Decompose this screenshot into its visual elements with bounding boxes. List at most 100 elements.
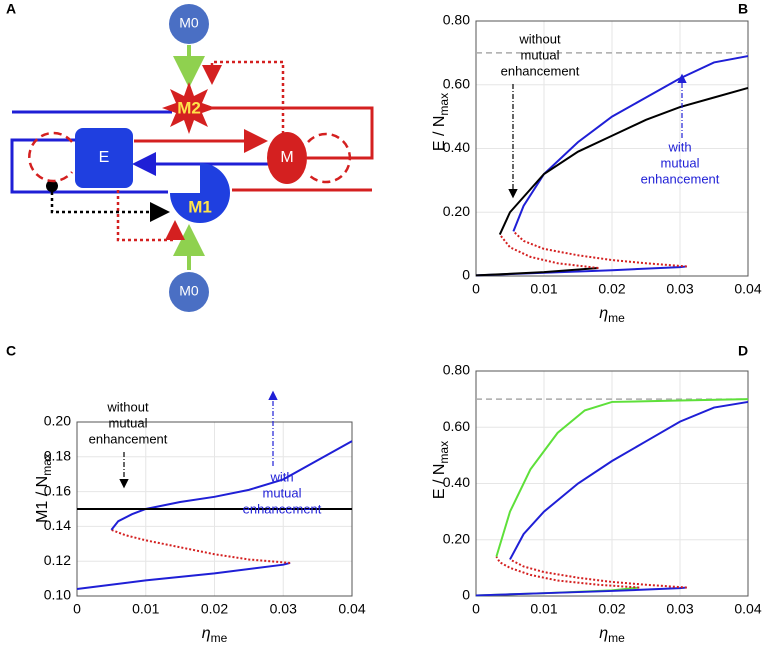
x-axis-label-sub: me [211, 631, 228, 645]
x-axis-label-sub: me [608, 631, 625, 645]
y-tick-label: 0.18 [44, 448, 71, 464]
blue-link [10, 110, 172, 194]
series-line [512, 230, 687, 268]
x-tick-label: 0 [472, 281, 480, 297]
series-line [495, 556, 640, 589]
chart: D 0 0.01 0.02 0.03 0.04 0 0.20 0.40 0.60 0.80 ηme E … [431, 343, 762, 645]
annotation: mutual [262, 485, 301, 500]
y-axis-label: E / Nmax [431, 93, 451, 151]
y-tick-label: 0.20 [443, 530, 470, 546]
x-tick-label: 0.02 [201, 601, 228, 617]
series-line [509, 558, 687, 589]
node-m0 [169, 272, 209, 312]
y-tick-label: 0.10 [44, 587, 71, 603]
diagram: A M0 M2 E M M1 M0 [6, 1, 374, 312]
node-e [75, 128, 133, 188]
annotation: mutual [660, 155, 699, 170]
y-axis-label-sub: max [437, 93, 451, 116]
node-m [267, 132, 307, 184]
self-loop [28, 131, 73, 183]
y-axis-label: E / Nmax [431, 441, 451, 499]
panel-label: C [6, 343, 16, 359]
series-line [475, 586, 687, 597]
annotation: with [269, 469, 293, 484]
panel-label: B [738, 1, 748, 17]
y-tick-label: 0.40 [443, 139, 470, 155]
y-tick-label: 0.20 [443, 203, 470, 219]
node-m0 [169, 4, 209, 44]
x-tick-label: 0 [73, 601, 81, 617]
x-axis-label: η [599, 625, 608, 642]
x-axis-label: ηme [599, 305, 625, 325]
y-tick-label: 0.14 [44, 517, 71, 533]
y-tick-label: 0 [462, 267, 470, 283]
dotted-link [50, 186, 170, 222]
node-label: M1 [188, 197, 212, 216]
x-tick-label: 0 [472, 601, 480, 617]
x-axis-label: η [599, 305, 608, 322]
annotation: enhancement [243, 501, 322, 516]
y-tick-label: 0.60 [443, 75, 470, 91]
series-line [499, 233, 599, 270]
y-tick-label: 0.80 [443, 362, 470, 378]
x-tick-label: 0.02 [598, 601, 625, 617]
annotation: enhancement [641, 171, 720, 186]
y-axis-label: E / N [431, 116, 448, 152]
series-line [76, 561, 291, 591]
plot-frame [475, 370, 749, 597]
annotation: without [106, 399, 149, 414]
node-label: E [99, 149, 110, 166]
y-tick-label: 0.60 [443, 418, 470, 434]
series-line [512, 55, 749, 232]
x-tick-label: 0.04 [734, 601, 761, 617]
x-tick-label: 0.01 [530, 601, 557, 617]
chart: C 0 0.01 0.02 0.03 0.04 0.10 0.12 0.14 0.16 0.18 0.… [6, 343, 366, 645]
annotation: without [518, 31, 561, 46]
annotation: mutual [108, 415, 147, 430]
x-tick-label: 0.04 [734, 281, 761, 297]
node-label: M [280, 149, 293, 166]
x-tick-label: 0.03 [666, 281, 693, 297]
series-line [509, 400, 749, 560]
dotted-link [116, 190, 185, 242]
series-line [475, 267, 599, 277]
y-tick-label: 0.20 [44, 413, 71, 429]
x-axis-label-sub: me [608, 311, 625, 325]
x-tick-label: 0.03 [666, 601, 693, 617]
node-m2 [162, 82, 216, 134]
node-m1 [170, 163, 230, 223]
dot [46, 180, 58, 192]
x-axis-label: η [202, 625, 211, 642]
chart: B 0 0.01 0.02 0.03 0.04 0 0.20 0.40 0.60 0.80 ηme E … [431, 1, 762, 325]
node-label: M0 [179, 283, 199, 299]
panel-label: A [6, 1, 16, 17]
x-axis-label: ηme [202, 625, 228, 645]
series-line [111, 528, 291, 564]
y-axis-label-sub: max [40, 453, 54, 476]
plot-frame [475, 20, 749, 277]
red-link [212, 106, 374, 192]
panel-label: D [738, 343, 748, 359]
series-line [498, 86, 749, 235]
annotation: enhancement [89, 431, 168, 446]
x-tick-label: 0.03 [270, 601, 297, 617]
x-axis-label: ηme [599, 625, 625, 645]
y-axis-label: M1 / Nmax [34, 453, 54, 523]
y-tick-label: 0.12 [44, 552, 71, 568]
y-tick-label: 0.80 [443, 12, 470, 28]
x-tick-label: 0.01 [530, 281, 557, 297]
y-axis-label-sub: max [437, 441, 451, 464]
x-tick-label: 0.04 [338, 601, 365, 617]
y-axis-label: E / N [431, 464, 448, 500]
dotted-link [202, 60, 285, 134]
node-label: M0 [179, 15, 199, 31]
y-tick-label: 0 [462, 587, 470, 603]
annotation: with [667, 139, 691, 154]
y-tick-label: 0.40 [443, 474, 470, 490]
y-tick-label: 0.16 [44, 482, 71, 498]
series-line [495, 398, 749, 557]
annotation: mutual [520, 47, 559, 62]
self-loop [307, 132, 352, 184]
annotation: enhancement [501, 63, 580, 78]
